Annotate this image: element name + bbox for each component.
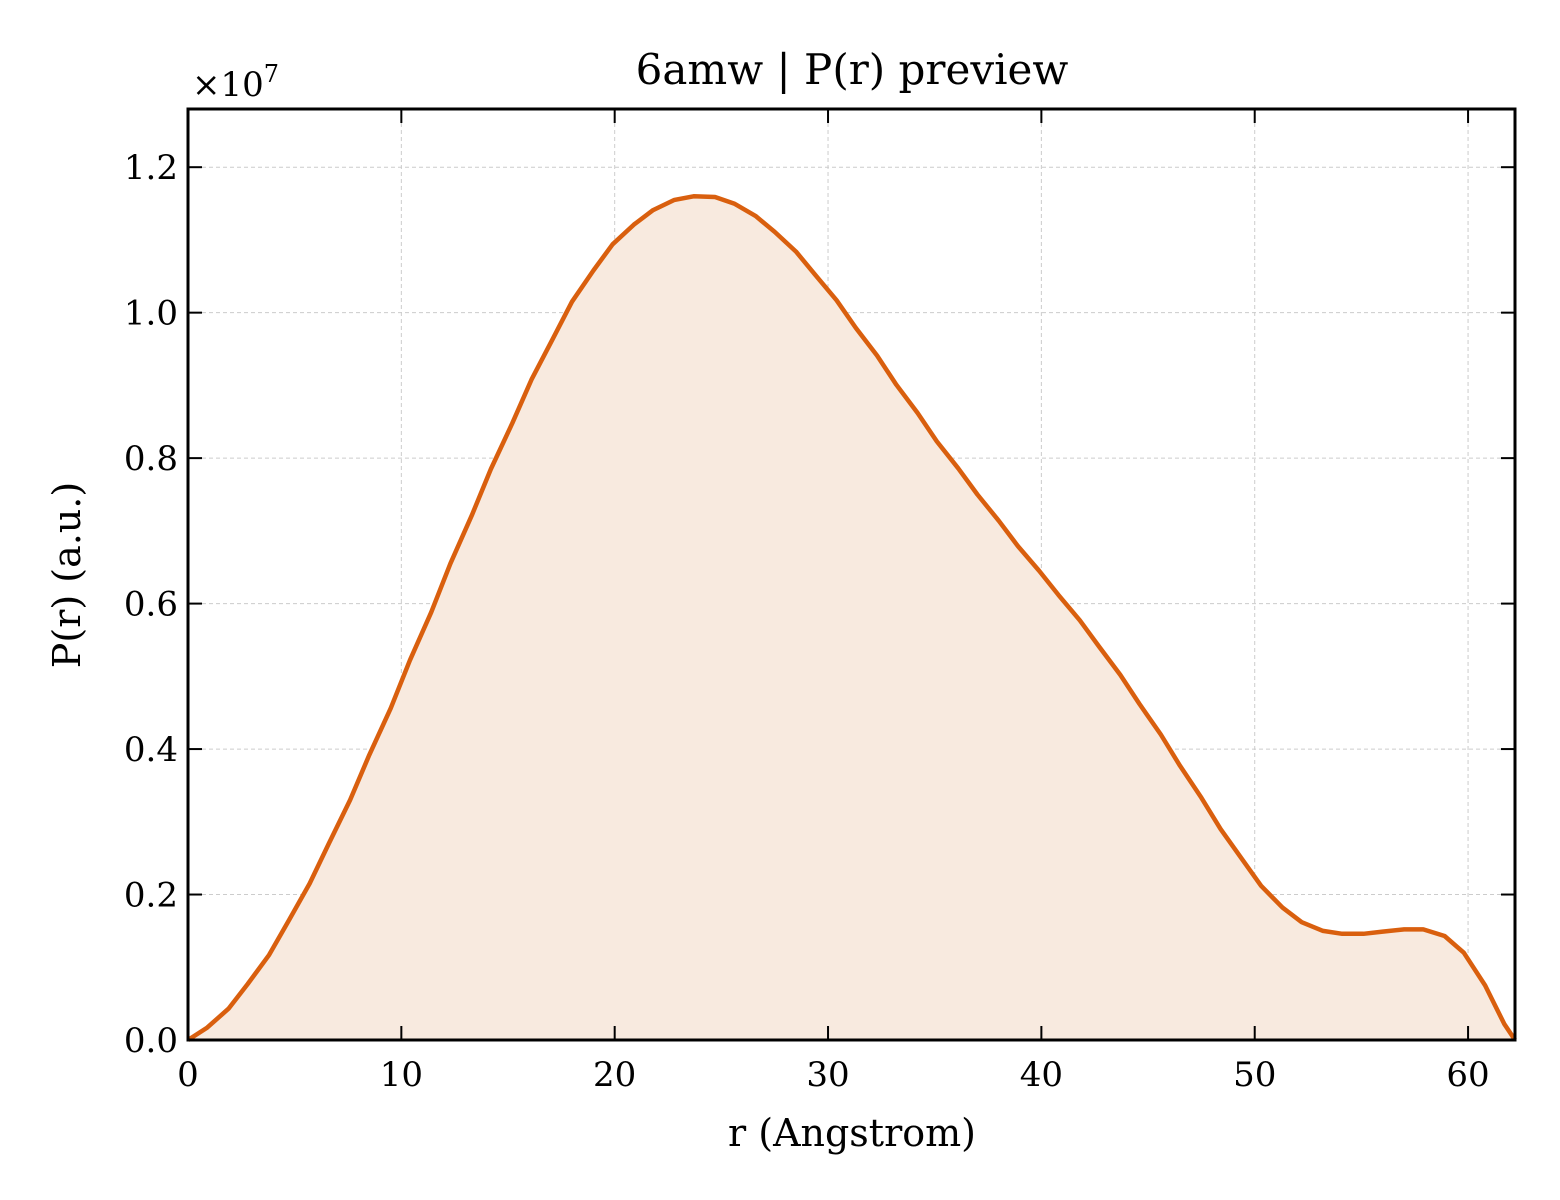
y-tick-label: 0.4: [124, 730, 178, 770]
y-offset-exponent: 7: [264, 60, 279, 88]
y-tick-label: 0.2: [124, 876, 178, 916]
y-tick-label: 1.0: [124, 294, 178, 334]
x-tick-label: 10: [380, 1055, 423, 1095]
y-tick-label: 0.8: [124, 439, 178, 479]
x-tick-label: 0: [177, 1055, 199, 1095]
x-tick-label: 60: [1446, 1055, 1489, 1095]
x-tick-label: 50: [1233, 1055, 1276, 1095]
y-tick-label: 0.6: [124, 585, 178, 625]
x-tick-label: 30: [806, 1055, 849, 1095]
y-axis-label: P(r) (a.u.): [45, 482, 89, 668]
series-line: [186, 194, 1517, 1042]
y-offset-text: ×107: [192, 60, 279, 105]
axis-ticks: [187, 109, 1515, 1041]
y-tick-labels: 0.0 0.2 0.4 0.6 0.8 1.0 1.2: [124, 148, 178, 1061]
axes-frame: [186, 107, 1517, 1042]
x-axis-label: r (Angstrom): [728, 1111, 976, 1155]
plot-area: [186, 194, 1517, 1042]
y-tick-label: 1.2: [124, 148, 178, 188]
x-tick-label: 20: [593, 1055, 636, 1095]
y-tick-label: 0.0: [124, 1021, 178, 1061]
x-tick-labels: 0 10 20 30 40 50 60: [177, 1055, 1490, 1095]
x-tick-label: 40: [1020, 1055, 1063, 1095]
chart-title: 6amw | P(r) preview: [636, 45, 1069, 94]
